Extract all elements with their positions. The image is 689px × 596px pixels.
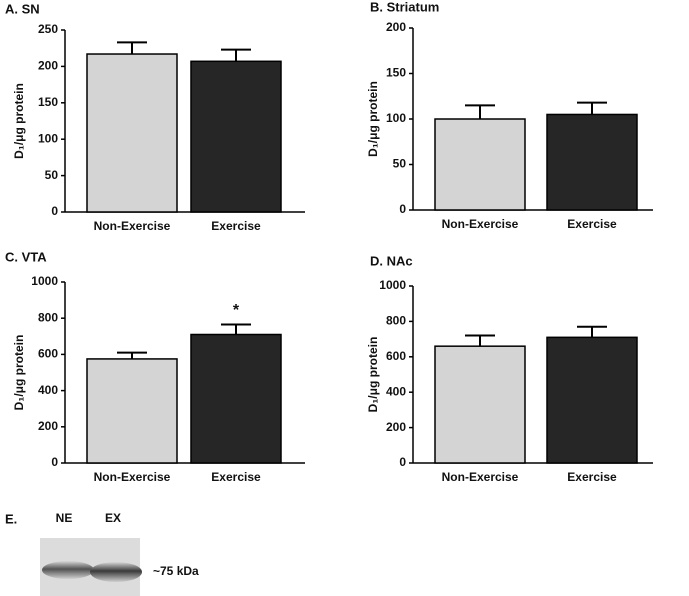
- bar: [86, 53, 178, 213]
- blot-band: [90, 562, 142, 582]
- y-tick-label: 50: [45, 168, 59, 182]
- y-tick-label: 400: [386, 384, 406, 398]
- blot-panel: E. NE EX ~75 kDa: [5, 511, 199, 596]
- marker-label: ~75 kDa: [153, 564, 199, 578]
- y-tick-label: 1000: [31, 274, 58, 288]
- y-tick-label: 800: [386, 314, 406, 328]
- lane-label: NE: [56, 511, 73, 525]
- y-tick-label: 0: [51, 455, 58, 469]
- bar: [546, 336, 638, 464]
- x-tick-label: Exercise: [567, 470, 617, 484]
- y-tick-label: 600: [386, 349, 406, 363]
- y-axis-label: D₁/μg protein: [12, 83, 26, 159]
- x-tick-label: Exercise: [211, 219, 261, 233]
- y-tick-label: 200: [38, 59, 58, 73]
- x-tick-label: Exercise: [567, 217, 617, 231]
- x-tick-label: Non-Exercise: [94, 470, 171, 484]
- lane-label: EX: [105, 511, 121, 525]
- y-tick-label: 600: [38, 347, 58, 361]
- y-axis-label: D₁/μg protein: [366, 81, 380, 157]
- y-tick-label: 400: [38, 383, 58, 397]
- y-tick-label: 50: [393, 157, 407, 171]
- bar: [190, 333, 282, 464]
- y-tick-label: 100: [386, 111, 406, 125]
- y-tick-label: 1000: [379, 278, 406, 292]
- y-tick-label: 200: [386, 420, 406, 434]
- chart-title: A. SN: [5, 1, 40, 16]
- chart-title: C. VTA: [5, 249, 47, 264]
- y-tick-label: 200: [38, 419, 58, 433]
- y-tick-label: 100: [38, 131, 58, 145]
- x-tick-label: Non-Exercise: [442, 217, 519, 231]
- y-tick-label: 250: [38, 22, 58, 36]
- bar: [434, 118, 526, 211]
- blot-title: E.: [5, 511, 17, 526]
- x-tick-label: Non-Exercise: [442, 470, 519, 484]
- y-tick-label: 0: [399, 202, 406, 216]
- y-tick-label: 150: [38, 95, 58, 109]
- y-axis-label: D₁/μg protein: [366, 337, 380, 413]
- blot-band: [42, 561, 94, 579]
- x-tick-label: Exercise: [211, 470, 261, 484]
- x-tick-label: Non-Exercise: [94, 219, 171, 233]
- y-tick-label: 0: [51, 204, 58, 218]
- chart-title: D. NAc: [370, 253, 413, 268]
- bar: [190, 60, 282, 213]
- y-tick-label: 200: [386, 20, 406, 34]
- annotation: *: [233, 302, 240, 319]
- y-tick-label: 150: [386, 66, 406, 80]
- bar: [434, 345, 526, 464]
- y-axis-label: D₁/μg protein: [12, 335, 26, 411]
- chart-title: B. Striatum: [370, 0, 439, 14]
- bar: [86, 358, 178, 464]
- y-tick-label: 0: [399, 455, 406, 469]
- bar: [546, 113, 638, 211]
- y-tick-label: 800: [38, 310, 58, 324]
